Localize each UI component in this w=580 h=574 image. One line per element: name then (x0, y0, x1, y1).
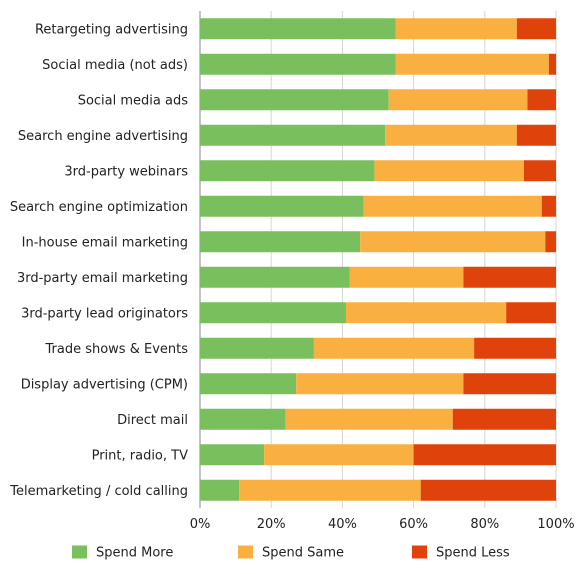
bar-spend-more-trade-shows-and-events (200, 337, 314, 359)
category-label-search-engine-advertising: Search engine advertising (18, 129, 188, 144)
bar-spend-more-display-advertising-cpm (200, 373, 297, 395)
bar-spend-same-3rd-party-webinars (374, 160, 524, 182)
x-tick-label-60: 60% (399, 517, 428, 532)
legend-label-spend-same: Spend Same (262, 546, 344, 561)
x-tick-label-20: 20% (257, 517, 286, 532)
bar-spend-more-retargeting-advertising (200, 18, 396, 40)
bar-spend-less-3rd-party-webinars (523, 160, 556, 182)
bar-spend-less-display-advertising-cpm (463, 373, 556, 395)
bar-spend-less-in-house-email-marketing (545, 231, 556, 253)
bar-spend-less-search-engine-advertising (516, 124, 556, 146)
category-label-telemarketing-cold-calling: Telemarketing / cold calling (9, 484, 188, 499)
bar-spend-same-search-engine-optimization (363, 195, 542, 217)
x-tick-label-100: 100% (537, 517, 574, 532)
legend-label-spend-more: Spend More (96, 546, 173, 561)
category-label-social-media-not-ads: Social media (not ads) (42, 58, 188, 73)
bar-spend-same-print-radio-tv (264, 444, 414, 466)
bar-spend-more-social-media-not-ads (200, 53, 396, 75)
bar-spend-more-in-house-email-marketing (200, 231, 361, 253)
category-label-in-house-email-marketing: In-house email marketing (22, 235, 188, 250)
bar-spend-less-3rd-party-lead-originators (506, 302, 556, 324)
category-label-display-advertising-cpm: Display advertising (CPM) (21, 377, 188, 392)
bar-spend-less-3rd-party-email-marketing (463, 266, 556, 288)
x-tick-label-40: 40% (328, 517, 357, 532)
bar-spend-same-retargeting-advertising (395, 18, 517, 40)
legend-label-spend-less: Spend Less (436, 546, 510, 561)
category-label-3rd-party-lead-originators: 3rd-party lead originators (21, 306, 188, 321)
x-axis-ticks: 0% 20% 40% 60% 80% 100% (190, 517, 575, 532)
bar-spend-same-direct-mail (285, 408, 453, 430)
legend: Spend More Spend Same Spend Less (72, 545, 510, 561)
category-label-3rd-party-email-marketing: 3rd-party email marketing (17, 271, 188, 286)
bar-spend-less-retargeting-advertising (516, 18, 556, 40)
bar-spend-same-social-media-ads (388, 89, 528, 111)
bar-spend-more-search-engine-optimization (200, 195, 364, 217)
bar-spend-same-telemarketing-cold-calling (239, 479, 421, 501)
category-label-print-radio-tv: Print, radio, TV (92, 448, 189, 463)
bar-spend-more-3rd-party-lead-originators (200, 302, 346, 324)
bar-spend-same-search-engine-advertising (385, 124, 517, 146)
legend-swatch-spend-same (238, 545, 253, 559)
category-label-search-engine-optimization: Search engine optimization (10, 200, 188, 215)
category-labels: Retargeting advertising Social media (not… (9, 22, 188, 499)
bar-spend-less-social-media-not-ads (548, 53, 556, 75)
category-label-social-media-ads: Social media ads (78, 93, 189, 108)
bar-spend-more-3rd-party-webinars (200, 160, 375, 182)
bar-spend-less-search-engine-optimization (541, 195, 556, 217)
category-label-retargeting-advertising: Retargeting advertising (35, 22, 188, 37)
category-label-3rd-party-webinars: 3rd-party webinars (64, 164, 188, 179)
bar-spend-less-direct-mail (452, 408, 556, 430)
legend-swatch-spend-less (412, 545, 427, 559)
category-label-direct-mail: Direct mail (117, 413, 188, 428)
bar-spend-more-direct-mail (200, 408, 286, 430)
bar-spend-more-telemarketing-cold-calling (200, 479, 240, 501)
bar-spend-more-social-media-ads (200, 89, 389, 111)
bar-spend-same-display-advertising-cpm (296, 373, 464, 395)
bar-spend-more-3rd-party-email-marketing (200, 266, 350, 288)
legend-swatch-spend-more (72, 545, 87, 559)
bar-spend-less-trade-shows-and-events (474, 337, 556, 359)
bar-spend-same-in-house-email-marketing (360, 231, 546, 253)
bar-spend-more-search-engine-advertising (200, 124, 386, 146)
bar-spend-same-3rd-party-lead-originators (345, 302, 507, 324)
x-tick-label-80: 80% (470, 517, 499, 532)
bar-spend-same-trade-shows-and-events (313, 337, 475, 359)
bar-spend-less-social-media-ads (527, 89, 556, 111)
bar-spend-same-social-media-not-ads (395, 53, 549, 75)
bar-spend-more-print-radio-tv (200, 444, 265, 466)
bar-spend-same-3rd-party-email-marketing (349, 266, 464, 288)
gridlines (199, 11, 557, 508)
x-tick-label-0: 0% (190, 517, 211, 532)
bar-spend-less-telemarketing-cold-calling (420, 479, 556, 501)
category-label-trade-shows-and-events: Trade shows & Events (44, 342, 188, 357)
bar-spend-less-print-radio-tv (413, 444, 556, 466)
bars (200, 18, 556, 501)
